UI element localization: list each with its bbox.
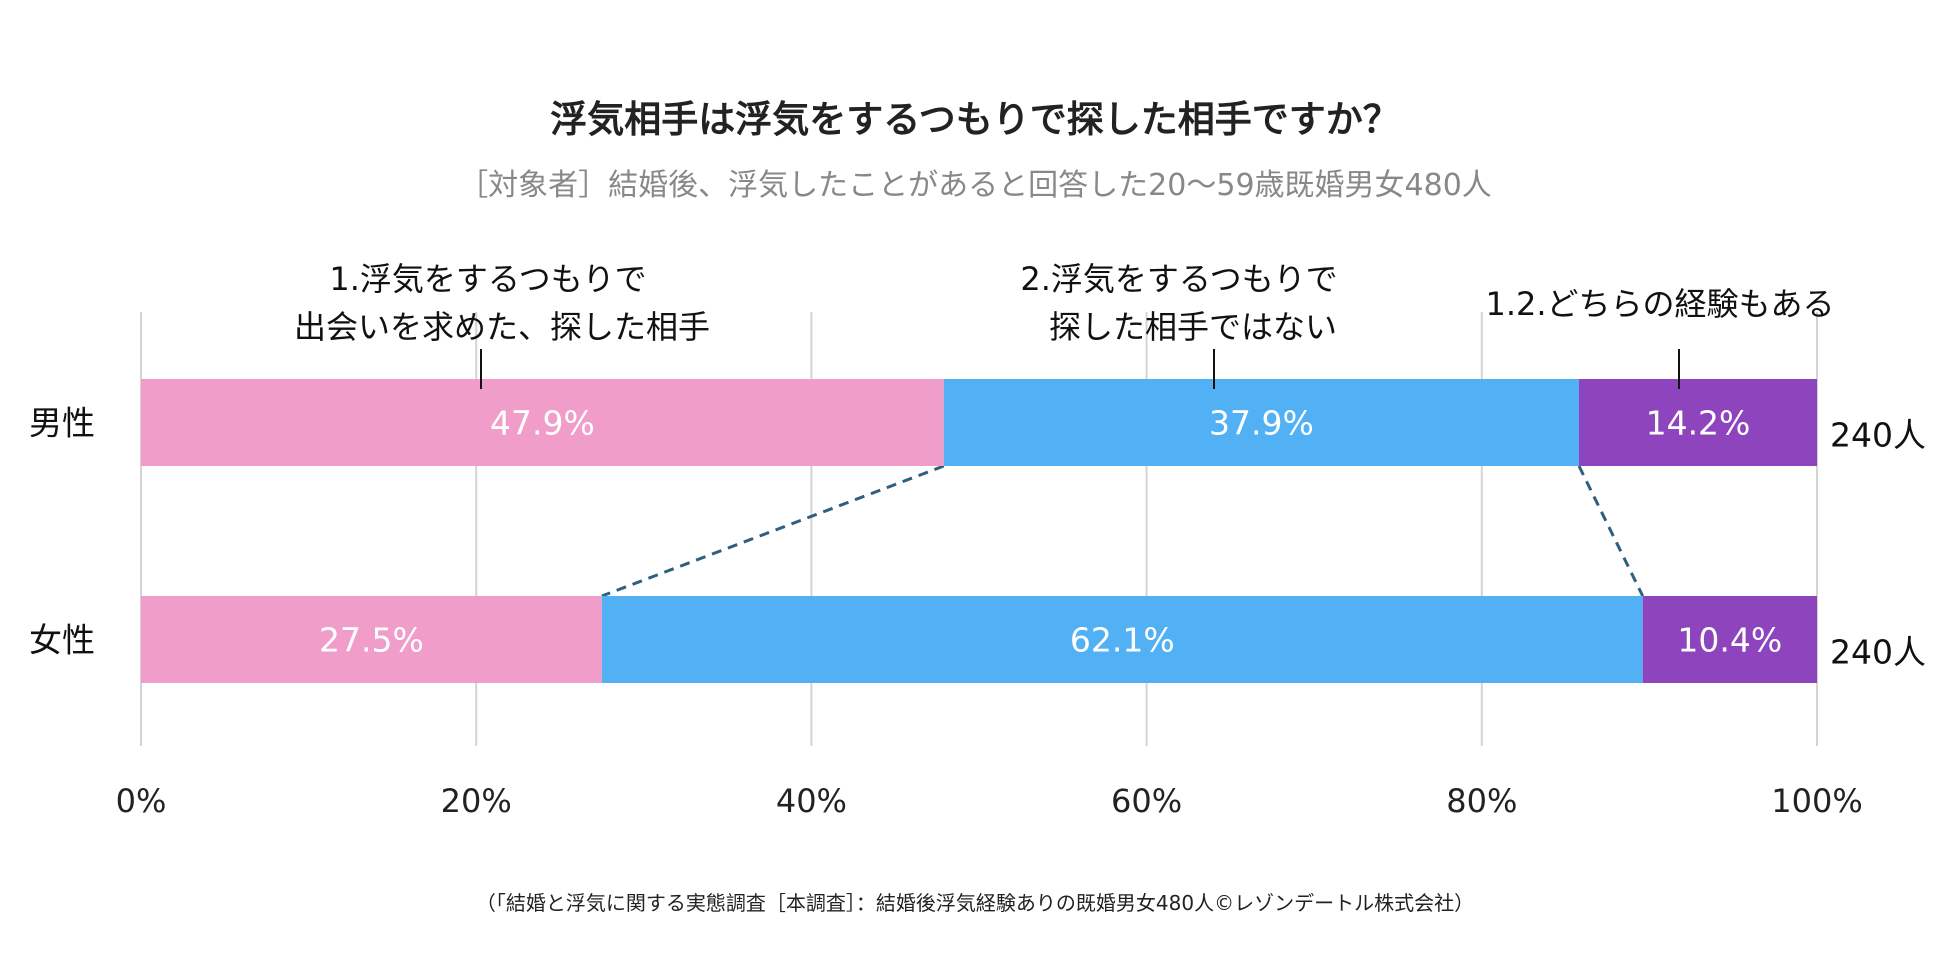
x-tick-label: 100% bbox=[1771, 782, 1862, 820]
connector-line bbox=[601, 464, 945, 598]
footer-source: （「結婚と浮気に関する実態調査［本調査］：結婚後浮気経験ありの既婚男女480人©… bbox=[476, 891, 1474, 915]
category-label: 男性 bbox=[29, 404, 95, 443]
bar-segment bbox=[1579, 379, 1817, 466]
chart-title: 浮気相手は浮気をするつもりで探した相手ですか？ bbox=[550, 98, 1400, 141]
bar-segment bbox=[943, 379, 1580, 466]
count-label: 240人 bbox=[1830, 633, 1926, 672]
bar-segment bbox=[601, 596, 1643, 683]
bar-value-label: 10.4% bbox=[1677, 621, 1782, 660]
connector-line bbox=[1577, 465, 1645, 597]
series-callout-label: 1.浮気をするつもりで bbox=[329, 260, 646, 298]
bar-value-label: 27.5% bbox=[319, 621, 424, 660]
series-callout-label: 2.浮気をするつもりで bbox=[1020, 260, 1337, 298]
bar-segment bbox=[1642, 596, 1817, 683]
bar-segment bbox=[141, 379, 944, 466]
x-tick-label: 40% bbox=[776, 782, 847, 820]
category-label: 女性 bbox=[29, 621, 95, 660]
chart-subtitle: ［対象者］結婚後、浮気したことがあると回答した20〜59歳既婚男女480人 bbox=[458, 168, 1492, 203]
bar-value-label: 37.9% bbox=[1209, 404, 1314, 443]
series-callout-label: 出会いを求めた、探した相手 bbox=[294, 308, 710, 346]
bar-value-label: 62.1% bbox=[1070, 621, 1175, 660]
series-callout-label: 探した相手ではない bbox=[1049, 308, 1337, 346]
bar-segment bbox=[141, 596, 602, 683]
bar-value-label: 47.9% bbox=[490, 404, 595, 443]
x-tick-label: 80% bbox=[1446, 782, 1517, 820]
bar-value-label: 14.2% bbox=[1646, 404, 1751, 443]
count-label: 240人 bbox=[1830, 416, 1926, 455]
x-tick-label: 20% bbox=[441, 782, 512, 820]
x-tick-label: 60% bbox=[1111, 782, 1182, 820]
series-callout-label: 1.2.どちらの経験もある bbox=[1485, 285, 1834, 323]
x-tick-label: 0% bbox=[116, 782, 167, 820]
